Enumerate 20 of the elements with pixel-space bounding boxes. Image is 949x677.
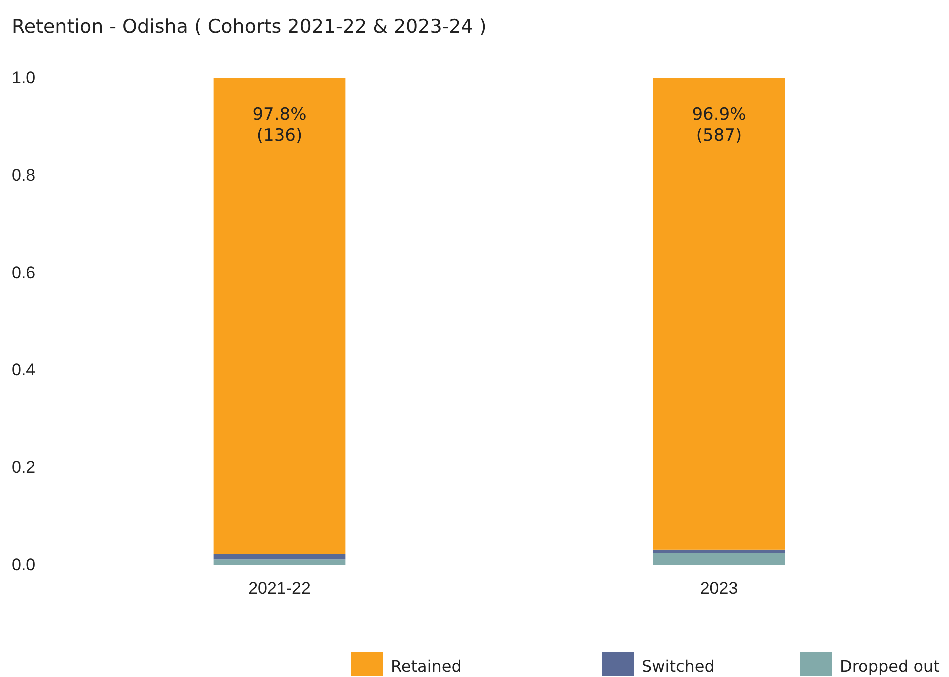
- y-tick-label: 0.8: [12, 166, 36, 185]
- legend-label: Retained: [391, 657, 462, 676]
- bar: [653, 78, 786, 550]
- bar: [214, 78, 346, 554]
- y-tick-label: 0.4: [12, 360, 36, 380]
- legend-label: Dropped out: [840, 657, 940, 676]
- x-tick-label: 2021-22: [248, 579, 311, 598]
- y-tick-label: 0.6: [12, 263, 36, 282]
- bar: [214, 560, 346, 565]
- bar: [214, 554, 346, 560]
- x-tick-label: 2023: [700, 579, 738, 598]
- y-tick-label: 1.0: [12, 68, 36, 88]
- data-label: 96.9% (587): [692, 105, 746, 146]
- bar: [653, 550, 786, 554]
- bar: [653, 553, 786, 565]
- legend-label: Switched: [642, 657, 715, 676]
- chart-title: Retention - Odisha ( Cohorts 2021-22 & 2023-24 ): [12, 16, 487, 38]
- y-tick-label: 0.2: [12, 458, 36, 478]
- data-label: 97.8% (136): [252, 105, 307, 146]
- y-tick-label: 0.0: [12, 555, 36, 574]
